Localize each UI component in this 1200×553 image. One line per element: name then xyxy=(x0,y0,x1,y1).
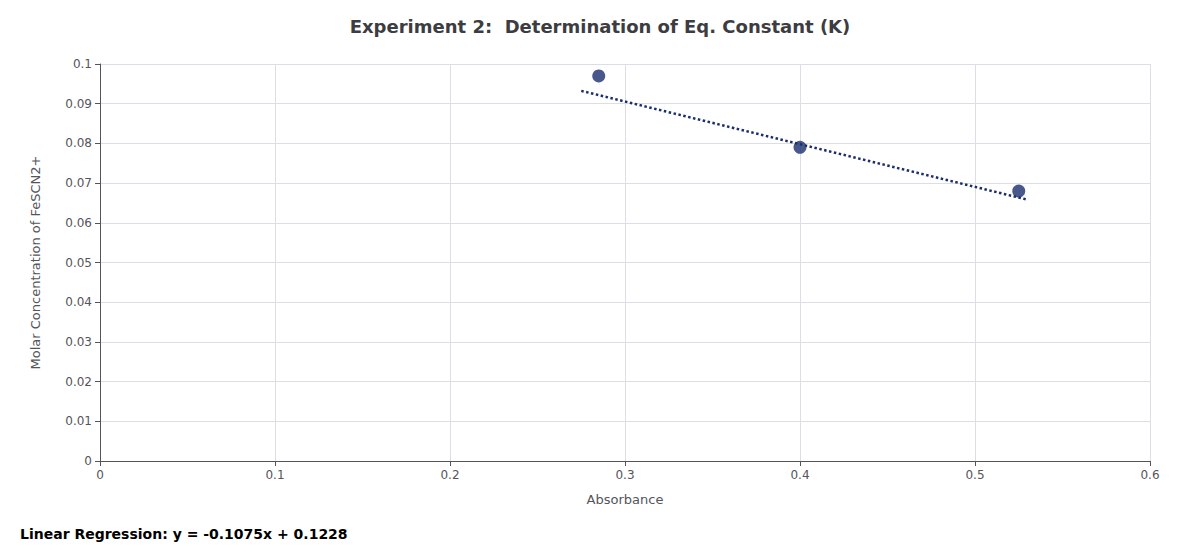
svg-text:0.09: 0.09 xyxy=(65,97,92,111)
svg-text:Linear Regression: y = -0.1075: Linear Regression: y = -0.1075x + 0.1228 xyxy=(20,526,348,542)
svg-text:0.02: 0.02 xyxy=(65,375,92,389)
svg-text:0: 0 xyxy=(84,454,92,468)
svg-text:Experiment 2: Determination o: Experiment 2: Determination of Eq. Const… xyxy=(350,16,851,37)
svg-text:0.4: 0.4 xyxy=(790,468,809,482)
svg-text:Molar Concentration of FeSCN2+: Molar Concentration of FeSCN2+ xyxy=(28,156,43,370)
svg-text:0.06: 0.06 xyxy=(65,216,92,230)
svg-text:0.04: 0.04 xyxy=(65,295,92,309)
svg-text:0.2: 0.2 xyxy=(440,468,459,482)
svg-text:0.1: 0.1 xyxy=(73,57,92,71)
svg-text:0.05: 0.05 xyxy=(65,256,92,270)
svg-text:0.07: 0.07 xyxy=(65,176,92,190)
svg-text:0.01: 0.01 xyxy=(65,414,92,428)
svg-text:Absorbance: Absorbance xyxy=(587,492,664,507)
svg-text:0.5: 0.5 xyxy=(965,468,984,482)
svg-text:0.3: 0.3 xyxy=(615,468,634,482)
svg-text:0.6: 0.6 xyxy=(1140,468,1159,482)
svg-text:0: 0 xyxy=(96,468,104,482)
svg-text:0.03: 0.03 xyxy=(65,335,92,349)
svg-text:0.1: 0.1 xyxy=(265,468,284,482)
svg-text:0.08: 0.08 xyxy=(65,136,92,150)
